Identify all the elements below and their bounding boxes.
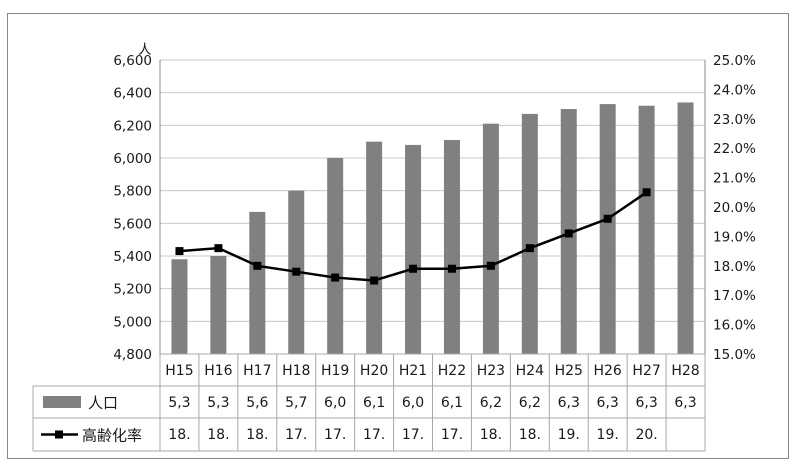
x-tick-label: H18: [282, 363, 310, 379]
line-point: [253, 261, 262, 270]
x-tick-label: H16: [204, 363, 232, 379]
line-series-aging-rate: [175, 188, 651, 285]
x-tick-label: H27: [632, 363, 660, 379]
data-label: 5,3: [207, 395, 229, 411]
line-point: [214, 244, 223, 253]
line-point: [564, 229, 573, 238]
bar: [443, 140, 460, 354]
bar: [482, 123, 499, 354]
bar: [521, 113, 538, 355]
bar: [249, 211, 266, 354]
line-point: [370, 276, 379, 285]
data-label: 17.: [324, 427, 346, 443]
legend-label: 人口: [88, 394, 118, 412]
x-tick-label: H25: [555, 363, 583, 379]
x-tick-label: H26: [594, 363, 622, 379]
data-label: 18.: [480, 427, 502, 443]
y2-tick-label: 18.0%: [713, 259, 756, 275]
axes: 4,800 5,000 5,200 5,400 5,600 5,800 6,000 6,200…: [113, 53, 756, 363]
data-label: 17.: [285, 427, 307, 443]
gridlines: [160, 59, 705, 322]
data-label: 18.: [207, 427, 229, 443]
combo-chart: 4,800 5,000 5,200 5,400 5,600 5,800 6,000 6,200…: [32, 42, 756, 452]
y-tick-label: 6,600: [113, 53, 152, 69]
bar-series-population: [171, 102, 694, 355]
line-point: [331, 273, 340, 282]
data-label: 17.: [402, 427, 424, 443]
data-label: 6,2: [480, 395, 502, 411]
y-tick-label: 6,400: [113, 86, 152, 102]
bar: [638, 105, 655, 354]
y2-tick-label: 24.0%: [713, 82, 756, 98]
y2-tick-label: 20.0%: [713, 200, 756, 216]
x-tick-label: H23: [477, 363, 505, 379]
line-point: [525, 244, 534, 253]
y2-tick-label: 16.0%: [713, 318, 756, 334]
data-label: 6,1: [441, 395, 463, 411]
data-label: 20.: [635, 427, 657, 443]
legend-key-bar: [43, 396, 81, 408]
data-label: 6,0: [402, 395, 424, 411]
x-tick-label: H15: [165, 363, 193, 379]
data-label: 19.: [597, 427, 619, 443]
bar: [366, 141, 383, 354]
y2-tick-label: 22.0%: [713, 141, 756, 157]
data-label: 18.: [168, 427, 190, 443]
bar: [405, 144, 422, 354]
legend-key-marker: [55, 430, 63, 439]
line-point: [292, 267, 301, 276]
y-tick-label: 5,200: [113, 282, 152, 298]
data-label: 17.: [363, 427, 385, 443]
y2-tick-label: 25.0%: [713, 53, 756, 69]
y-tick-label: 5,400: [113, 249, 152, 265]
y2-tick-label: 19.0%: [713, 229, 756, 245]
y2-tick-label: 21.0%: [713, 171, 756, 187]
y-axis-unit-label: 人: [138, 42, 152, 58]
data-label: 5,7: [285, 395, 307, 411]
bar: [327, 158, 344, 354]
data-label: 6,3: [597, 395, 619, 411]
x-tick-label: H20: [360, 363, 388, 379]
data-label: 18.: [246, 427, 268, 443]
legend-label: 高齢化率: [82, 427, 142, 445]
data-label: 18.: [519, 427, 541, 443]
y-tick-label: 5,800: [113, 184, 152, 200]
x-tick-label: H22: [438, 363, 466, 379]
bar: [599, 104, 616, 354]
x-tick-label: H21: [399, 363, 427, 379]
line-point: [447, 264, 456, 273]
line-point: [603, 214, 612, 223]
y-tick-label: 6,000: [113, 151, 152, 167]
data-label: 6,1: [363, 395, 385, 411]
line-point: [642, 188, 651, 197]
data-label: 17.: [441, 427, 463, 443]
bar: [677, 102, 694, 354]
y2-tick-label: 17.0%: [713, 288, 756, 304]
data-label: 6,3: [558, 395, 580, 411]
data-label: 5,3: [168, 395, 190, 411]
line-point: [409, 264, 418, 273]
chart-frame: 4,800 5,000 5,200 5,400 5,600 5,800 6,000 6,200…: [7, 13, 789, 459]
data-label: 5,6: [246, 395, 268, 411]
y-tick-label: 4,800: [113, 347, 152, 363]
data-label: 6,2: [519, 395, 541, 411]
x-tick-label: H28: [671, 363, 699, 379]
y2-tick-label: 23.0%: [713, 112, 756, 128]
data-label: 19.: [558, 427, 580, 443]
y-tick-label: 5,000: [113, 314, 152, 330]
y-tick-label: 6,200: [113, 118, 152, 134]
bar: [210, 256, 227, 354]
x-tick-label: H19: [321, 363, 349, 379]
line-point: [175, 247, 184, 256]
data-label: 6,3: [674, 395, 696, 411]
data-label: 6,0: [324, 395, 346, 411]
y2-tick-label: 15.0%: [713, 347, 756, 363]
data-table: H15 H16 H17 H18 H19 H20 H21 H22 H23 H24 H25 H26 H27 H…: [32, 353, 706, 452]
y-tick-label: 5,600: [113, 216, 152, 232]
x-tick-label: H17: [243, 363, 271, 379]
data-label: 6,3: [635, 395, 657, 411]
line-point: [486, 261, 495, 270]
x-tick-label: H24: [516, 363, 544, 379]
bar: [171, 259, 188, 354]
